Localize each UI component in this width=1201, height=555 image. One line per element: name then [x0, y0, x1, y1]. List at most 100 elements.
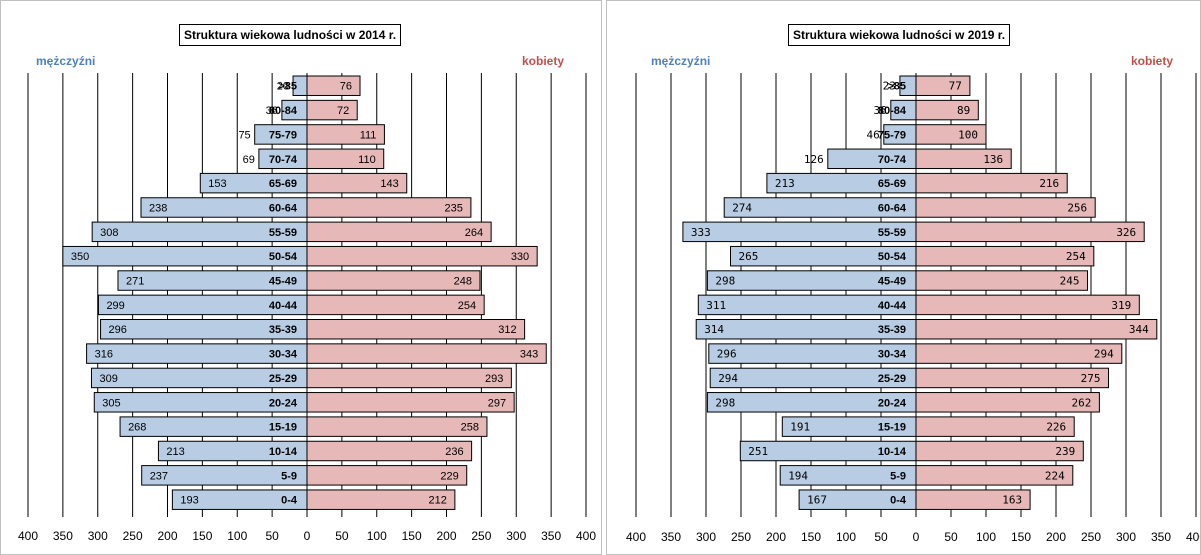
- data-label-men: 350: [71, 251, 89, 263]
- category-label: 10-14: [878, 446, 907, 458]
- bar-women: [306, 172, 408, 194]
- category-label: 40-44: [269, 300, 298, 312]
- x-tick-label: 350: [661, 530, 681, 544]
- bar-women: [915, 392, 1100, 413]
- bar-women: [306, 343, 547, 364]
- category-label: 55-59: [878, 227, 906, 239]
- bar-women: [915, 465, 1074, 486]
- category-label: 45-49: [269, 276, 297, 288]
- bar-women: [306, 416, 488, 437]
- x-tick-label: 250: [1081, 530, 1101, 544]
- x-tick-label: 400: [576, 529, 596, 543]
- data-label-men: 46: [867, 128, 880, 141]
- data-label-men: 153: [208, 178, 226, 190]
- category-label: 0-4: [890, 495, 907, 507]
- category-label: 15-19: [878, 422, 906, 434]
- x-tick-label: 50: [335, 529, 349, 543]
- chart-title: Struktura wiekowa ludności w 2019 r.: [788, 24, 1011, 46]
- data-label-women: 245: [1060, 275, 1080, 288]
- x-tick-label: 150: [1011, 530, 1031, 544]
- bar-women: [915, 270, 1088, 291]
- x-tick-label: 100: [976, 530, 996, 544]
- data-label-men: 316: [95, 349, 113, 361]
- category-label: 5-9: [281, 470, 297, 482]
- chart-title: Struktura wiekowa ludności w 2014 r.: [179, 24, 402, 46]
- data-label-men: 191: [790, 421, 810, 434]
- x-tick-label: 100: [836, 530, 856, 544]
- category-label: 65-69: [269, 178, 297, 190]
- data-label-women: 111: [360, 129, 377, 141]
- x-tick-label: 300: [696, 530, 716, 544]
- x-tick-label: 350: [541, 529, 561, 543]
- category-label: 35-39: [269, 324, 297, 336]
- category-label: 35-39: [878, 324, 906, 336]
- data-label-women: 248: [454, 276, 472, 288]
- category-label: 70-74: [269, 154, 298, 166]
- x-tick-label: 50: [265, 529, 279, 543]
- data-label-men: 251: [748, 445, 768, 458]
- category-label: 20-24: [269, 397, 298, 409]
- data-label-women: 236: [445, 446, 463, 458]
- data-label-men: 296: [109, 324, 127, 336]
- category-label: 45-49: [878, 276, 906, 288]
- bar-women: [915, 343, 1123, 364]
- x-tick-label: 200: [436, 529, 456, 543]
- data-label-women: 297: [488, 397, 506, 409]
- chart-panel-2019: >85 23 77 80-84 36 89 75-79 46 100 70-74 126 136 65-…: [606, 0, 1201, 555]
- category-label: 30-34: [269, 349, 298, 361]
- bar-women: [915, 99, 979, 121]
- data-label-women: 239: [1055, 445, 1075, 458]
- x-tick-label: 50: [944, 530, 958, 544]
- category-label: 5-9: [890, 470, 906, 482]
- data-label-women: 235: [445, 202, 463, 214]
- category-label: 20-24: [878, 397, 907, 409]
- data-label-women: 212: [429, 495, 447, 507]
- x-tick-label: 200: [766, 530, 786, 544]
- data-label-women: 76: [340, 81, 352, 93]
- category-label: 25-29: [269, 373, 297, 385]
- legend-men: mężczyźni: [36, 54, 96, 68]
- bar-women: [915, 172, 1068, 194]
- data-label-women: 293: [485, 373, 503, 385]
- x-tick-label: 200: [157, 529, 177, 543]
- data-label-women: 143: [380, 178, 398, 190]
- data-label-men: 274: [732, 201, 752, 214]
- category-label: 0-4: [281, 495, 298, 507]
- data-label-women: 343: [520, 349, 538, 361]
- data-label-women: 275: [1081, 372, 1101, 385]
- data-label-men: 23: [883, 80, 896, 93]
- data-label-men: 238: [149, 202, 167, 214]
- data-label-men: 299: [106, 300, 124, 312]
- bar-women: [306, 197, 472, 218]
- x-tick-label: 350: [53, 529, 73, 543]
- bar-women: [306, 148, 385, 170]
- x-tick-label: 250: [471, 529, 491, 543]
- category-label: >85: [887, 81, 906, 93]
- category-label: 80-84: [269, 105, 298, 117]
- category-label: 60-64: [878, 202, 907, 214]
- bar-women: [915, 245, 1095, 267]
- data-label-women: 254: [458, 300, 476, 312]
- data-label-men: 333: [691, 226, 711, 239]
- data-label-men: 296: [717, 348, 737, 361]
- data-label-men: 126: [804, 153, 824, 166]
- x-tick-label: 300: [1116, 530, 1136, 544]
- data-label-men: 311: [706, 299, 726, 312]
- category-label: 30-34: [878, 349, 907, 361]
- category-label: 25-29: [878, 373, 906, 385]
- data-label-women: 216: [1039, 177, 1059, 190]
- category-label: 75-79: [269, 129, 297, 141]
- bar-women: [915, 124, 987, 145]
- bar-women: [915, 75, 971, 96]
- data-label-women: 136: [983, 153, 1003, 166]
- legend-women: kobiety: [522, 54, 565, 68]
- data-label-men: 309: [99, 373, 117, 385]
- data-label-women: 326: [1116, 226, 1136, 239]
- category-label: 70-74: [878, 154, 907, 166]
- bar-women: [306, 124, 385, 145]
- category-label: >85: [278, 81, 297, 93]
- data-label-men: 265: [739, 250, 759, 263]
- x-tick-label: 400: [18, 529, 38, 543]
- bar-women: [915, 416, 1075, 437]
